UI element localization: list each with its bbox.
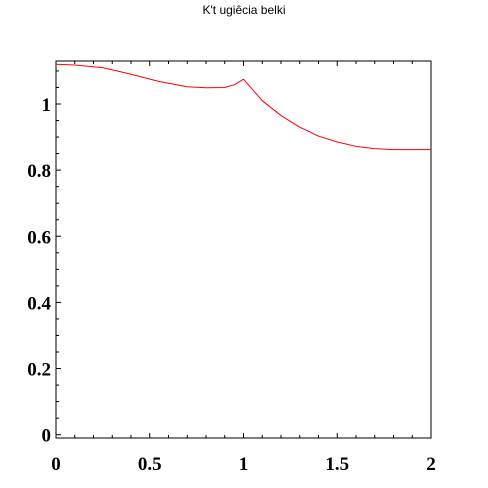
series-line-0 <box>55 63 431 151</box>
x-tick-label: 1.5 <box>325 454 349 475</box>
minor-ticks <box>55 61 432 438</box>
y-tick-label: 0.6 <box>27 227 51 248</box>
x-tick-label: 2 <box>426 454 436 475</box>
x-tick-label: 0.5 <box>138 454 162 475</box>
y-tick-label: 0.2 <box>27 360 51 381</box>
y-tick-label: 0.4 <box>27 293 51 314</box>
y-tick-label: 0.8 <box>27 161 51 182</box>
plot-frame <box>55 60 432 439</box>
x-tick-label: 0 <box>51 454 61 475</box>
x-axis: 0 0.5 1 1.5 2 <box>51 454 436 475</box>
y-tick-label: 1 <box>42 95 52 116</box>
series-layer <box>55 63 431 151</box>
y-axis: 0 0.2 0.4 0.6 0.8 1 <box>27 95 51 447</box>
chart-title: K't ugiêcia belki <box>202 3 285 17</box>
x-tick-label: 1 <box>239 454 249 475</box>
y-tick-label: 0 <box>42 426 52 447</box>
